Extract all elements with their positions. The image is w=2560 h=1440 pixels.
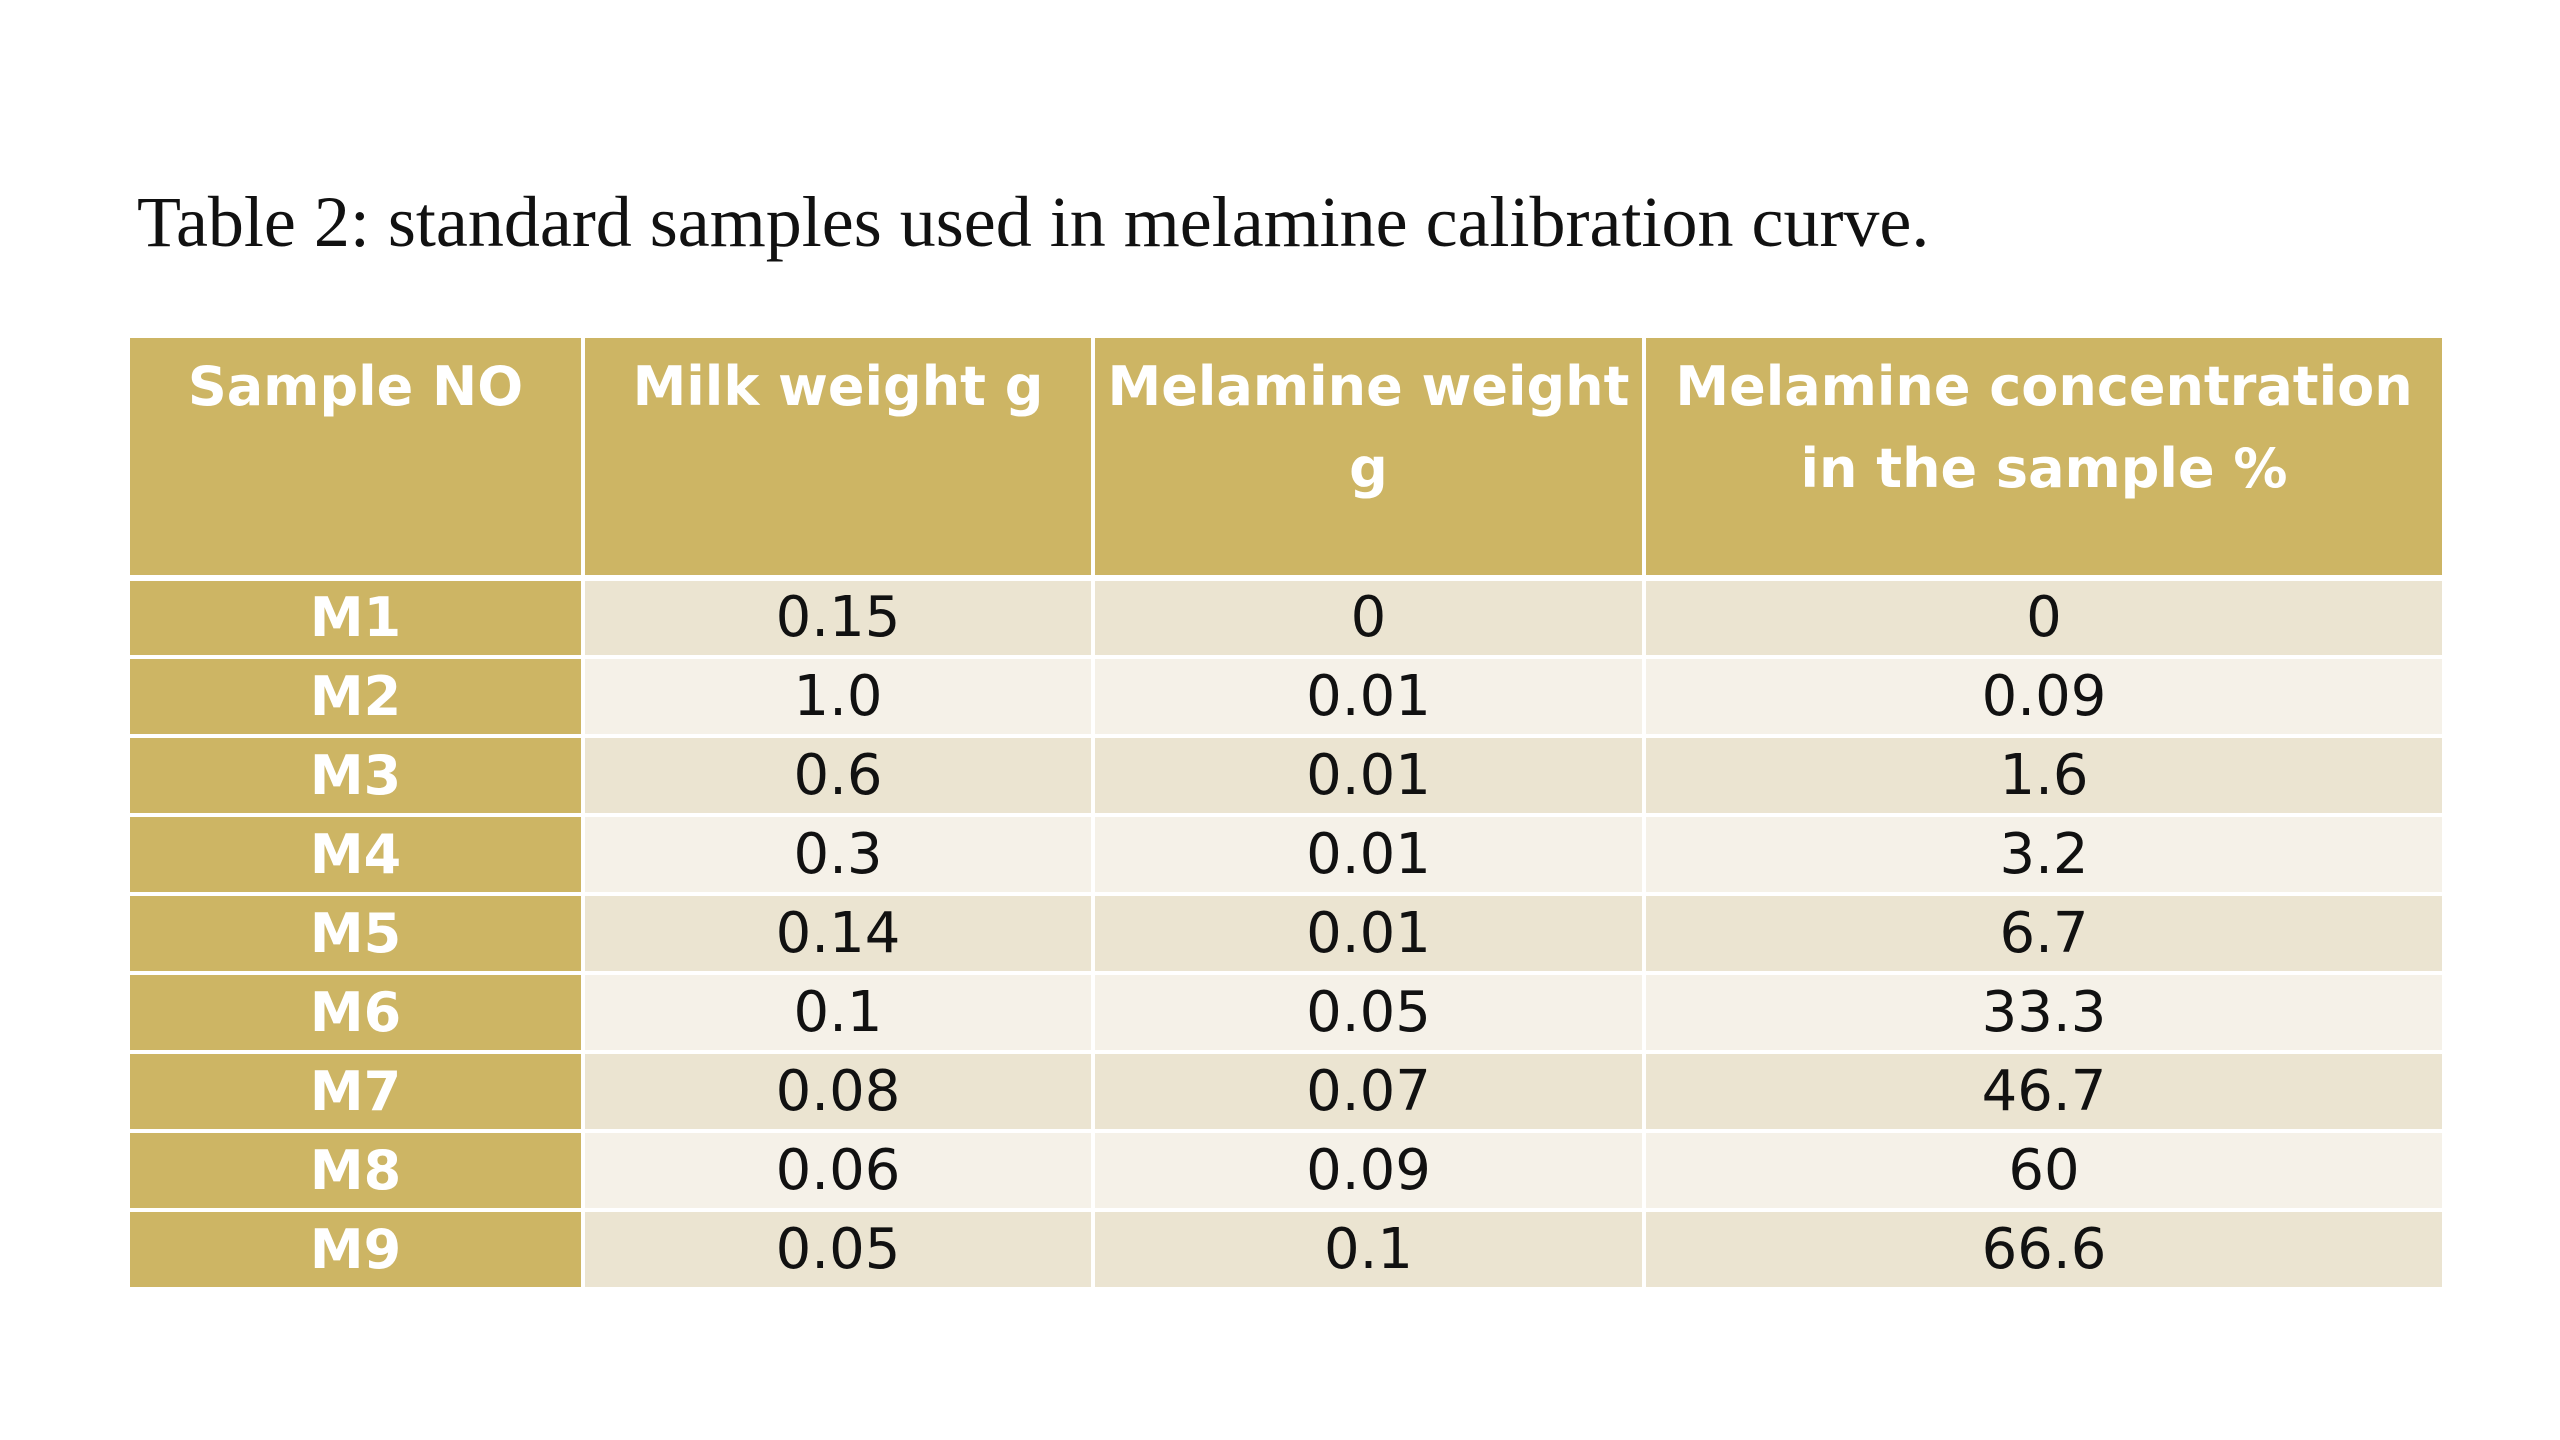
milk-weight-cell: 0.15 bbox=[583, 578, 1095, 659]
table-row: M6 0.1 0.05 33.3 bbox=[130, 973, 2442, 1054]
melamine-weight-cell: 0.01 bbox=[1093, 657, 1646, 738]
milk-weight-cell: 0.14 bbox=[583, 894, 1095, 975]
sample-id-cell: M7 bbox=[130, 1052, 585, 1133]
melamine-weight-cell: 0.01 bbox=[1093, 815, 1646, 896]
concentration-cell: 3.2 bbox=[1644, 815, 2442, 896]
table-caption: Table 2: standard samples used in melami… bbox=[137, 182, 1930, 262]
table-row: M7 0.08 0.07 46.7 bbox=[130, 1052, 2442, 1133]
table-row: M4 0.3 0.01 3.2 bbox=[130, 815, 2442, 896]
sample-id-cell: M6 bbox=[130, 973, 585, 1054]
sample-id-cell: M3 bbox=[130, 736, 585, 817]
sample-id-cell: M1 bbox=[130, 578, 585, 659]
table-row: M2 1.0 0.01 0.09 bbox=[130, 657, 2442, 738]
header-row: Sample NO Milk weight g Melamine weight … bbox=[130, 338, 2442, 581]
sample-id-cell: M9 bbox=[130, 1210, 585, 1291]
concentration-cell: 33.3 bbox=[1644, 973, 2442, 1054]
table-row: M3 0.6 0.01 1.6 bbox=[130, 736, 2442, 817]
melamine-weight-cell: 0.01 bbox=[1093, 894, 1646, 975]
concentration-cell: 0.09 bbox=[1644, 657, 2442, 738]
sample-id-cell: M4 bbox=[130, 815, 585, 896]
concentration-cell: 1.6 bbox=[1644, 736, 2442, 817]
table-row: M9 0.05 0.1 66.6 bbox=[130, 1210, 2442, 1291]
header-melamine-weight: Melamine weight g bbox=[1093, 338, 1646, 581]
milk-weight-cell: 0.3 bbox=[583, 815, 1095, 896]
concentration-cell: 46.7 bbox=[1644, 1052, 2442, 1133]
concentration-cell: 6.7 bbox=[1644, 894, 2442, 975]
sample-id-cell: M5 bbox=[130, 894, 585, 975]
table-row: M8 0.06 0.09 60 bbox=[130, 1131, 2442, 1212]
sample-id-cell: M8 bbox=[130, 1131, 585, 1212]
header-sample-no: Sample NO bbox=[130, 338, 585, 581]
header-melamine-concentration: Melamine concentration in the sample % bbox=[1644, 338, 2442, 581]
melamine-weight-cell: 0.09 bbox=[1093, 1131, 1646, 1212]
concentration-cell: 60 bbox=[1644, 1131, 2442, 1212]
table-row: M1 0.15 0 0 bbox=[130, 578, 2442, 659]
melamine-weight-cell: 0.01 bbox=[1093, 736, 1646, 817]
sample-id-cell: M2 bbox=[130, 657, 585, 738]
concentration-cell: 0 bbox=[1644, 578, 2442, 659]
header-milk-weight: Milk weight g bbox=[583, 338, 1095, 581]
milk-weight-cell: 0.08 bbox=[583, 1052, 1095, 1133]
calibration-table: Sample NO Milk weight g Melamine weight … bbox=[130, 338, 2442, 1291]
table-row: M5 0.14 0.01 6.7 bbox=[130, 894, 2442, 975]
milk-weight-cell: 0.06 bbox=[583, 1131, 1095, 1212]
melamine-weight-cell: 0.1 bbox=[1093, 1210, 1646, 1291]
melamine-weight-cell: 0.07 bbox=[1093, 1052, 1646, 1133]
concentration-cell: 66.6 bbox=[1644, 1210, 2442, 1291]
melamine-weight-cell: 0 bbox=[1093, 578, 1646, 659]
milk-weight-cell: 1.0 bbox=[583, 657, 1095, 738]
milk-weight-cell: 0.1 bbox=[583, 973, 1095, 1054]
melamine-weight-cell: 0.05 bbox=[1093, 973, 1646, 1054]
milk-weight-cell: 0.6 bbox=[583, 736, 1095, 817]
milk-weight-cell: 0.05 bbox=[583, 1210, 1095, 1291]
